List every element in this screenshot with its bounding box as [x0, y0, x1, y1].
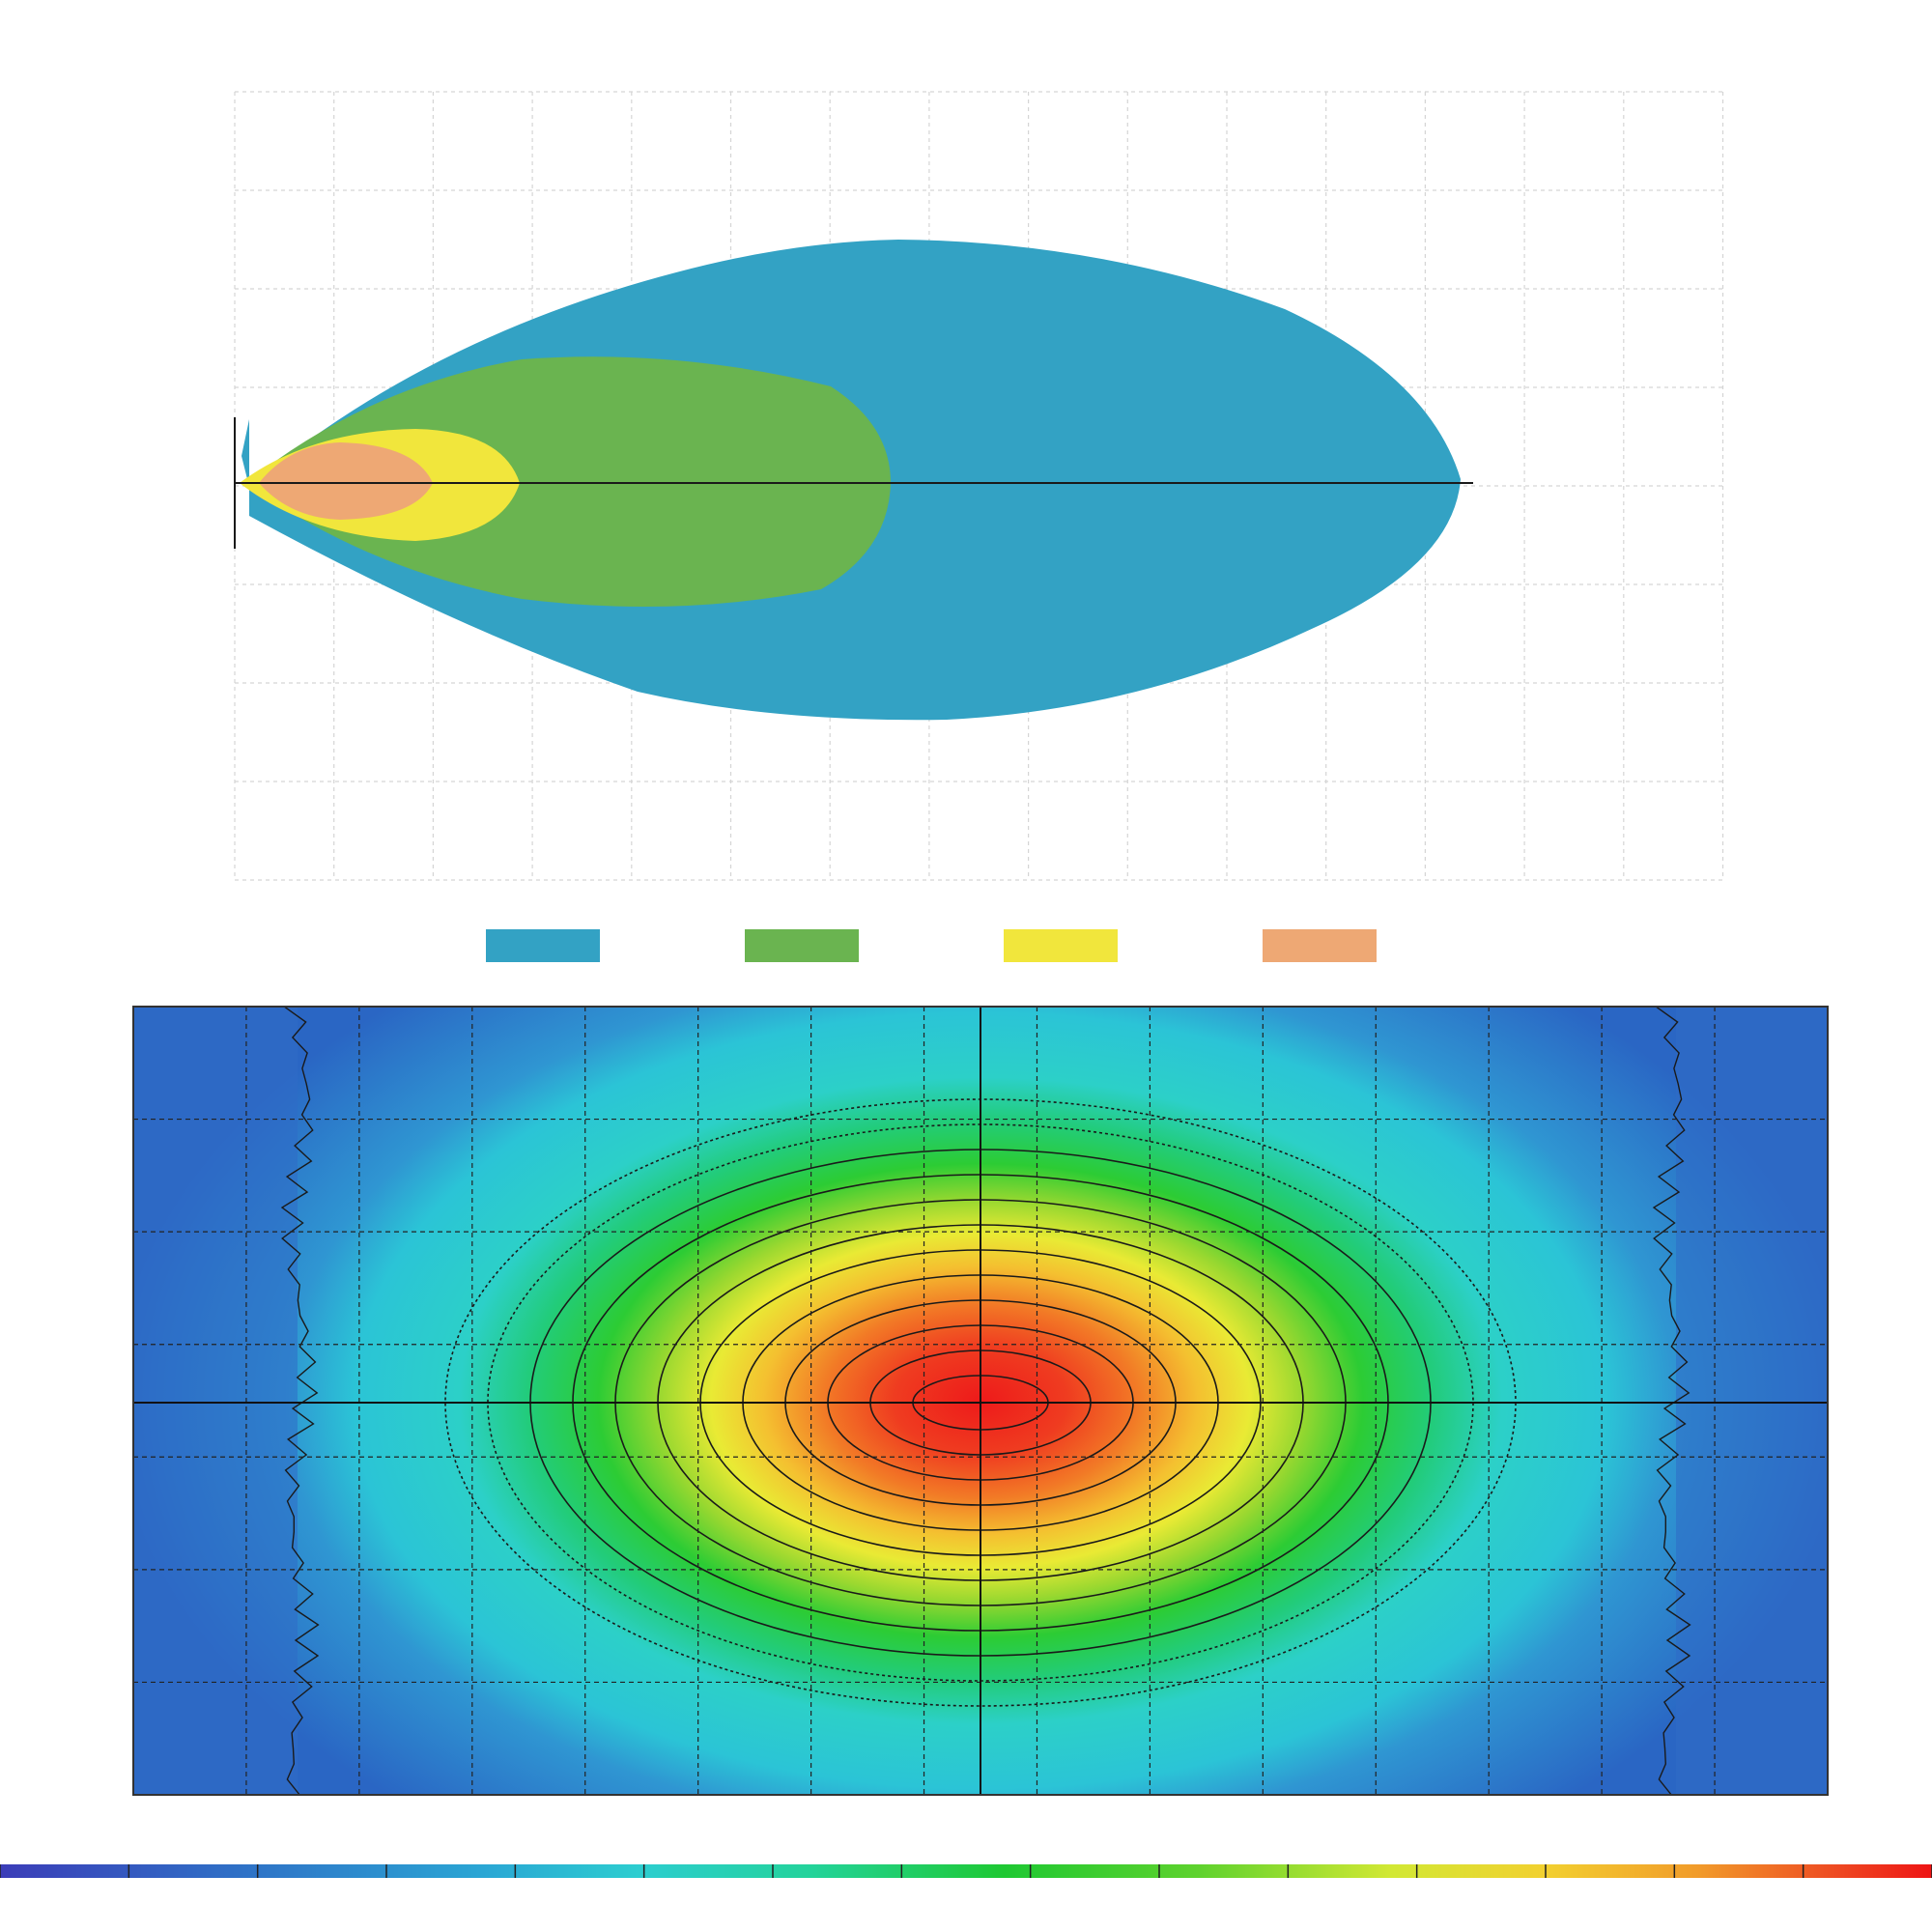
- legend-label: 10LUX: [1394, 932, 1471, 961]
- contour-line: [1652, 1007, 1691, 1795]
- heatmap-right-band: [1676, 1007, 1828, 1795]
- legend-label: 1LUX: [876, 932, 939, 961]
- legend-swatch: [486, 929, 600, 962]
- heatmap-border: [132, 1006, 1829, 1796]
- legend-swatch: [1004, 929, 1118, 962]
- legend-swatch: [745, 929, 859, 962]
- colorbar: [0, 1864, 1932, 1878]
- heatmap-left-band: [133, 1007, 298, 1795]
- zone-1lux-area: [246, 356, 891, 607]
- legend-label: 5LUX: [1135, 932, 1198, 961]
- contour-line: [280, 1007, 320, 1795]
- illuminance-heatmap: [132, 1006, 1829, 1796]
- legend-swatch: [1263, 929, 1377, 962]
- colorbar-ticks: [0, 1864, 1932, 1878]
- legend-label: 0.25LUX: [617, 932, 715, 961]
- beam-pattern-chart: 0.25LUX 1LUX 5LUX 10LUX: [234, 91, 1724, 962]
- legend: 0.25LUX 1LUX 5LUX 10LUX: [486, 929, 1471, 962]
- zone-10lux-area: [259, 442, 433, 520]
